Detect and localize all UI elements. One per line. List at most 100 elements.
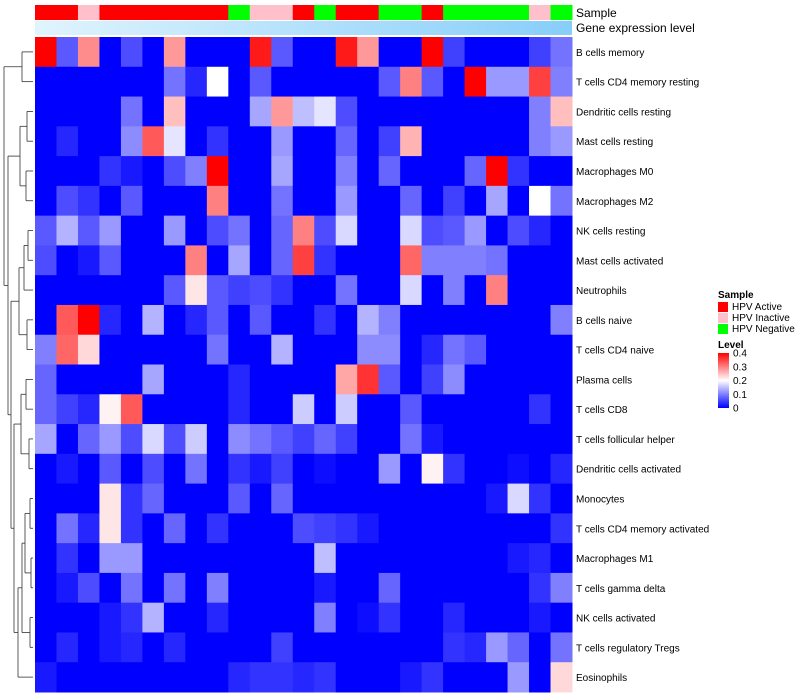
- heatmap-cell: [529, 185, 552, 217]
- heatmap-cell: [486, 245, 509, 276]
- heatmap-cell: [464, 662, 487, 693]
- heatmap-cell: [486, 185, 509, 217]
- heatmap-cell: [292, 185, 315, 217]
- heatmap-cell: [249, 334, 272, 365]
- heatmap-cell: [378, 394, 401, 425]
- row-label: Dendritic cells resting: [576, 107, 671, 118]
- heatmap-cell: [357, 424, 380, 455]
- heatmap-cell: [529, 662, 552, 693]
- heatmap-cell: [443, 37, 466, 68]
- sample-annotation-cell: [292, 5, 315, 20]
- heatmap-cell: [443, 304, 466, 336]
- sample-annotation-cell: [99, 5, 122, 20]
- row-labels: B cells memory T cells CD4 memory resting…: [576, 48, 709, 684]
- sample-annotation-cell: [142, 5, 165, 20]
- legend-swatch: [718, 302, 728, 312]
- heatmap-cell: [142, 424, 165, 455]
- heatmap-cell: [185, 275, 208, 306]
- heatmap-cell: [529, 453, 552, 485]
- heatmap-cell: [357, 96, 380, 127]
- heatmap-cell: [378, 513, 401, 544]
- heatmap-cell: [550, 66, 573, 98]
- heatmap-cell: [56, 37, 79, 68]
- heatmap-cell: [314, 245, 337, 276]
- heatmap-cell: [120, 543, 143, 574]
- heatmap-cell: [335, 304, 358, 336]
- heatmap-cell: [249, 602, 272, 633]
- heatmap-cell: [378, 424, 401, 455]
- heatmap-cell: [421, 96, 444, 127]
- heatmap-cell: [357, 66, 380, 98]
- heatmap-cell: [206, 126, 229, 157]
- heatmap-cell: [378, 215, 401, 246]
- heatmap-cell: [378, 245, 401, 276]
- heatmap-cell: [443, 185, 466, 217]
- heatmap-cell: [185, 632, 208, 663]
- heatmap-cell: [378, 632, 401, 663]
- expression-annotation-label: Gene expression level: [576, 21, 695, 35]
- heatmap-cell: [249, 185, 272, 217]
- heatmap-cell: [292, 543, 315, 574]
- heatmap-cell: [271, 483, 294, 514]
- heatmap-cell: [228, 602, 251, 633]
- heatmap-cell: [464, 304, 487, 336]
- heatmap-cell: [185, 37, 208, 68]
- heatmap-cell: [35, 483, 57, 514]
- heatmap-cell: [529, 483, 552, 514]
- heatmap-cell: [35, 126, 57, 157]
- heatmap-cell: [271, 66, 294, 98]
- heatmap-cell: [249, 513, 272, 544]
- heatmap-cell: [249, 424, 272, 455]
- heatmap-cell: [378, 37, 401, 68]
- heatmap-cell: [314, 483, 337, 514]
- heatmap-cell: [486, 543, 509, 574]
- row-label: T cells gamma delta: [576, 584, 666, 595]
- heatmap-cell: [550, 126, 573, 157]
- heatmap-cell: [314, 66, 337, 98]
- heatmap-cell: [464, 424, 487, 455]
- heatmap-cell: [185, 483, 208, 514]
- heatmap-cell: [292, 662, 315, 693]
- heatmap-cell: [120, 424, 143, 455]
- row-label: T cells CD8: [576, 405, 628, 416]
- heatmap-cell: [507, 483, 530, 514]
- row-label: Plasma cells: [576, 375, 632, 386]
- heatmap-cell: [120, 364, 143, 395]
- heatmap-cell: [464, 215, 487, 246]
- heatmap-cell: [550, 304, 573, 336]
- heatmap-cell: [443, 453, 466, 485]
- heatmap-cell: [271, 453, 294, 485]
- heatmap-cell: [99, 37, 122, 68]
- heatmap-cell: [464, 453, 487, 485]
- heatmap-cell: [249, 632, 272, 663]
- heatmap-cell: [400, 364, 423, 395]
- heatmap-cell: [400, 602, 423, 633]
- heatmap-cell: [378, 572, 401, 604]
- heatmap-cell: [163, 96, 186, 127]
- heatmap-cell: [400, 394, 423, 425]
- heatmap-cell: [357, 394, 380, 425]
- heatmap-cell: [314, 602, 337, 633]
- sample-annotation-label: Sample: [576, 6, 617, 20]
- heatmap-cell: [421, 215, 444, 246]
- heatmap-cell: [529, 66, 552, 98]
- heatmap-cell: [77, 364, 100, 395]
- heatmap-cell: [443, 424, 466, 455]
- heatmap-cell: [142, 96, 165, 127]
- heatmap-cell: [550, 394, 573, 425]
- sample-annotation-cell: [529, 5, 552, 20]
- heatmap-cell: [357, 483, 380, 514]
- heatmap-cell: [443, 394, 466, 425]
- heatmap-cell: [507, 156, 530, 187]
- heatmap-cell: [357, 334, 380, 365]
- heatmap-cell: [400, 453, 423, 485]
- heatmap-cell: [185, 424, 208, 455]
- heatmap-cell: [421, 632, 444, 663]
- heatmap-cell: [400, 275, 423, 306]
- heatmap-cell: [228, 453, 251, 485]
- heatmap-cell: [228, 37, 251, 68]
- heatmap-cell: [185, 156, 208, 187]
- heatmap-cell: [486, 424, 509, 455]
- heatmap-cell: [142, 453, 165, 485]
